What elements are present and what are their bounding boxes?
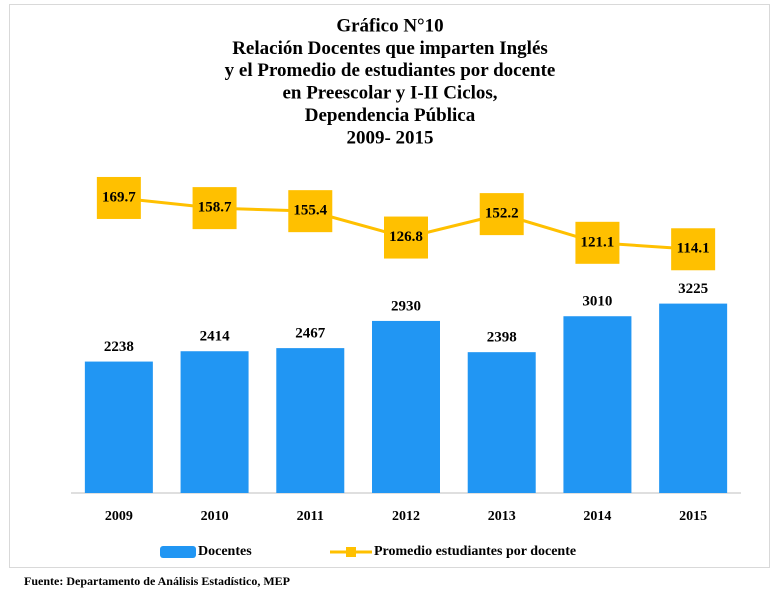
data-label: 114.1 — [677, 241, 710, 257]
x-tick-label: 2015 — [679, 509, 707, 524]
chart-title: y el Promedio de estudiantes por docente — [225, 60, 556, 81]
x-tick-label: 2011 — [297, 509, 324, 524]
data-label: 121.1 — [581, 234, 615, 250]
data-label: 3225 — [678, 281, 708, 297]
x-tick-label: 2014 — [583, 509, 611, 524]
chart-title: 2009- 2015 — [346, 127, 433, 148]
label-box — [575, 221, 620, 264]
data-label: 126.8 — [389, 229, 423, 245]
bar — [84, 361, 153, 493]
data-label: 2414 — [200, 329, 231, 345]
data-label: 158.7 — [198, 200, 232, 216]
data-label: 2930 — [391, 298, 421, 314]
legend-label: Promedio estudiantes por docente — [374, 544, 576, 559]
chart-title: Dependencia Pública — [305, 105, 476, 126]
bar — [372, 320, 440, 493]
bar — [276, 348, 345, 493]
bar — [659, 303, 728, 493]
data-label: 2398 — [487, 330, 517, 346]
data-label: 152.2 — [485, 206, 519, 222]
data-label: 2238 — [104, 339, 134, 355]
x-tick-label: 2009 — [105, 509, 133, 524]
label-box — [192, 187, 237, 230]
label-box — [671, 228, 716, 271]
label-box — [384, 216, 428, 259]
chart-title: en Preescolar y I-II Ciclos, — [282, 83, 497, 104]
data-label: 3010 — [582, 294, 612, 310]
legend-swatch — [160, 546, 196, 558]
chart-title: Gráfico N°10 — [336, 15, 443, 36]
data-label: 169.7 — [102, 189, 136, 205]
x-tick-label: 2012 — [392, 509, 420, 524]
data-label: 155.4 — [293, 203, 327, 219]
bar — [467, 352, 536, 493]
legend-label: Docentes — [198, 544, 252, 559]
legend-swatch — [346, 547, 356, 557]
bar — [563, 316, 632, 493]
x-tick-label: 2013 — [488, 509, 516, 524]
label-box — [479, 193, 524, 236]
chart-title: Relación Docentes que imparten Inglés — [232, 38, 548, 59]
source-note: Fuente: Departamento de Análisis Estadís… — [24, 574, 290, 588]
x-tick-label: 2010 — [201, 509, 229, 524]
label-box — [288, 190, 333, 233]
label-box — [96, 176, 141, 219]
bar — [180, 351, 249, 493]
data-label: 2467 — [295, 326, 326, 342]
